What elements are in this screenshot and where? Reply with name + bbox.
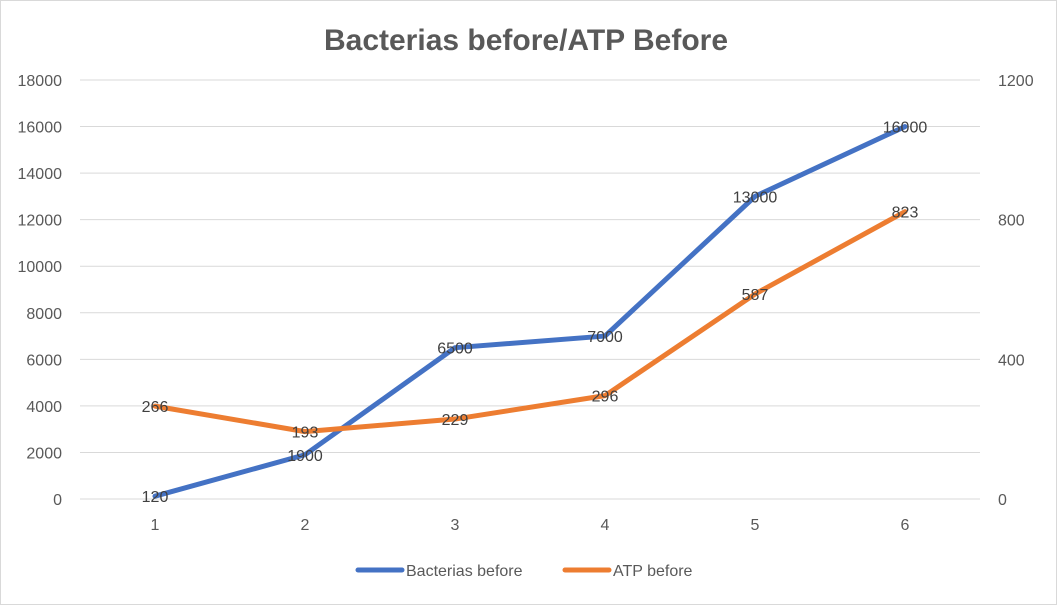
left-tick-label: 12000 — [18, 213, 63, 230]
legend: Bacterias before ATP before — [355, 563, 693, 580]
right-tick-label: 0 — [998, 492, 1007, 509]
data-labels: 120 1900 6500 7000 13000 16000 266 193 229 296 587… — [142, 120, 928, 507]
data-label: 587 — [742, 287, 769, 304]
left-tick-label: 6000 — [26, 352, 62, 369]
x-tick-label: 5 — [751, 517, 760, 534]
series-lines — [152, 124, 908, 499]
chart-title: Bacterias before/ATP Before — [324, 24, 728, 57]
left-tick-label: 4000 — [26, 399, 62, 416]
left-tick-label: 2000 — [26, 445, 62, 462]
data-label: 120 — [142, 489, 169, 506]
data-label: 266 — [142, 399, 169, 416]
legend-label: Bacterias before — [406, 563, 523, 580]
data-label: 1900 — [287, 448, 323, 465]
x-tick-label: 4 — [601, 517, 610, 534]
data-label: 6500 — [437, 341, 473, 358]
left-tick-label: 0 — [53, 492, 62, 509]
left-tick-label: 10000 — [18, 259, 63, 276]
left-tick-label: 18000 — [18, 73, 63, 90]
right-y-axis: 0 400 800 1200 — [998, 73, 1034, 509]
left-tick-label: 14000 — [18, 166, 63, 183]
series-line-atp — [152, 209, 908, 435]
data-label: 16000 — [883, 120, 928, 137]
left-tick-label: 16000 — [18, 120, 63, 137]
series-line-bacterias — [152, 124, 908, 499]
data-label: 193 — [292, 425, 319, 442]
legend-label: ATP before — [613, 563, 693, 580]
right-tick-label: 800 — [998, 213, 1025, 230]
x-tick-label: 3 — [451, 517, 460, 534]
data-label: 13000 — [733, 189, 778, 206]
data-label: 296 — [592, 389, 619, 406]
gridlines — [80, 79, 980, 500]
right-tick-label: 1200 — [998, 73, 1034, 90]
left-tick-label: 8000 — [26, 306, 62, 323]
data-label: 229 — [442, 412, 469, 429]
x-tick-label: 6 — [901, 517, 910, 534]
left-y-axis: 0 2000 4000 6000 8000 10000 12000 14000 16000 180… — [18, 73, 63, 509]
x-axis: 1 2 3 4 5 6 — [151, 517, 910, 534]
x-tick-label: 1 — [151, 517, 160, 534]
data-label: 823 — [892, 205, 919, 222]
right-tick-label: 400 — [998, 352, 1025, 369]
x-tick-label: 2 — [301, 517, 310, 534]
data-label: 7000 — [587, 329, 623, 346]
